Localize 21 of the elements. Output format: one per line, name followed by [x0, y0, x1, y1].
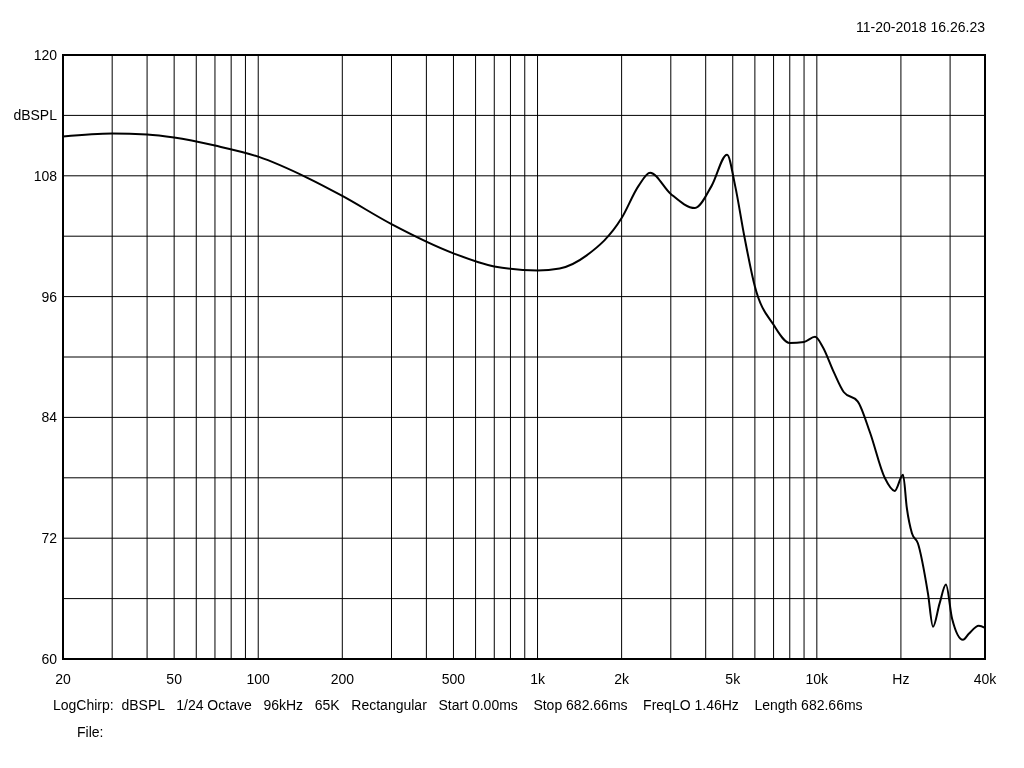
x-tick-label: 20	[55, 671, 71, 687]
x-tick-label: 200	[330, 671, 355, 687]
x-axis-title: Hz	[892, 671, 910, 687]
text: LogChirp: dBSPL 1/24 Octave 96kHz 65K Rectangular Start 0.00ms Stop 682.66ms FreqLO 1.46Hz Length 682.66ms	[53, 697, 863, 713]
text: 11-20-2018 16.26.23	[856, 19, 986, 35]
y-tick-label: 108	[33, 167, 58, 184]
text: File:	[77, 724, 104, 740]
y-axis-title: dBSPL	[13, 107, 58, 124]
y-tick-label: 120	[33, 47, 58, 63]
x-tick-label: 10k	[805, 671, 830, 687]
x-tick-label: 40k	[973, 671, 998, 687]
x-tick-label: 5k	[725, 671, 742, 687]
y-tick-label: 84	[41, 409, 58, 426]
y-tick-label: 96	[41, 288, 58, 305]
x-tick-label: 1k	[530, 671, 546, 687]
x-tick-label: 100	[246, 671, 271, 687]
y-tick-label: 72	[41, 530, 58, 547]
x-tick-label: 2k	[614, 671, 630, 687]
x-tick-label: 500	[441, 671, 466, 687]
x-tick-label: 50	[166, 671, 183, 687]
y-tick-label: 60	[41, 651, 58, 667]
